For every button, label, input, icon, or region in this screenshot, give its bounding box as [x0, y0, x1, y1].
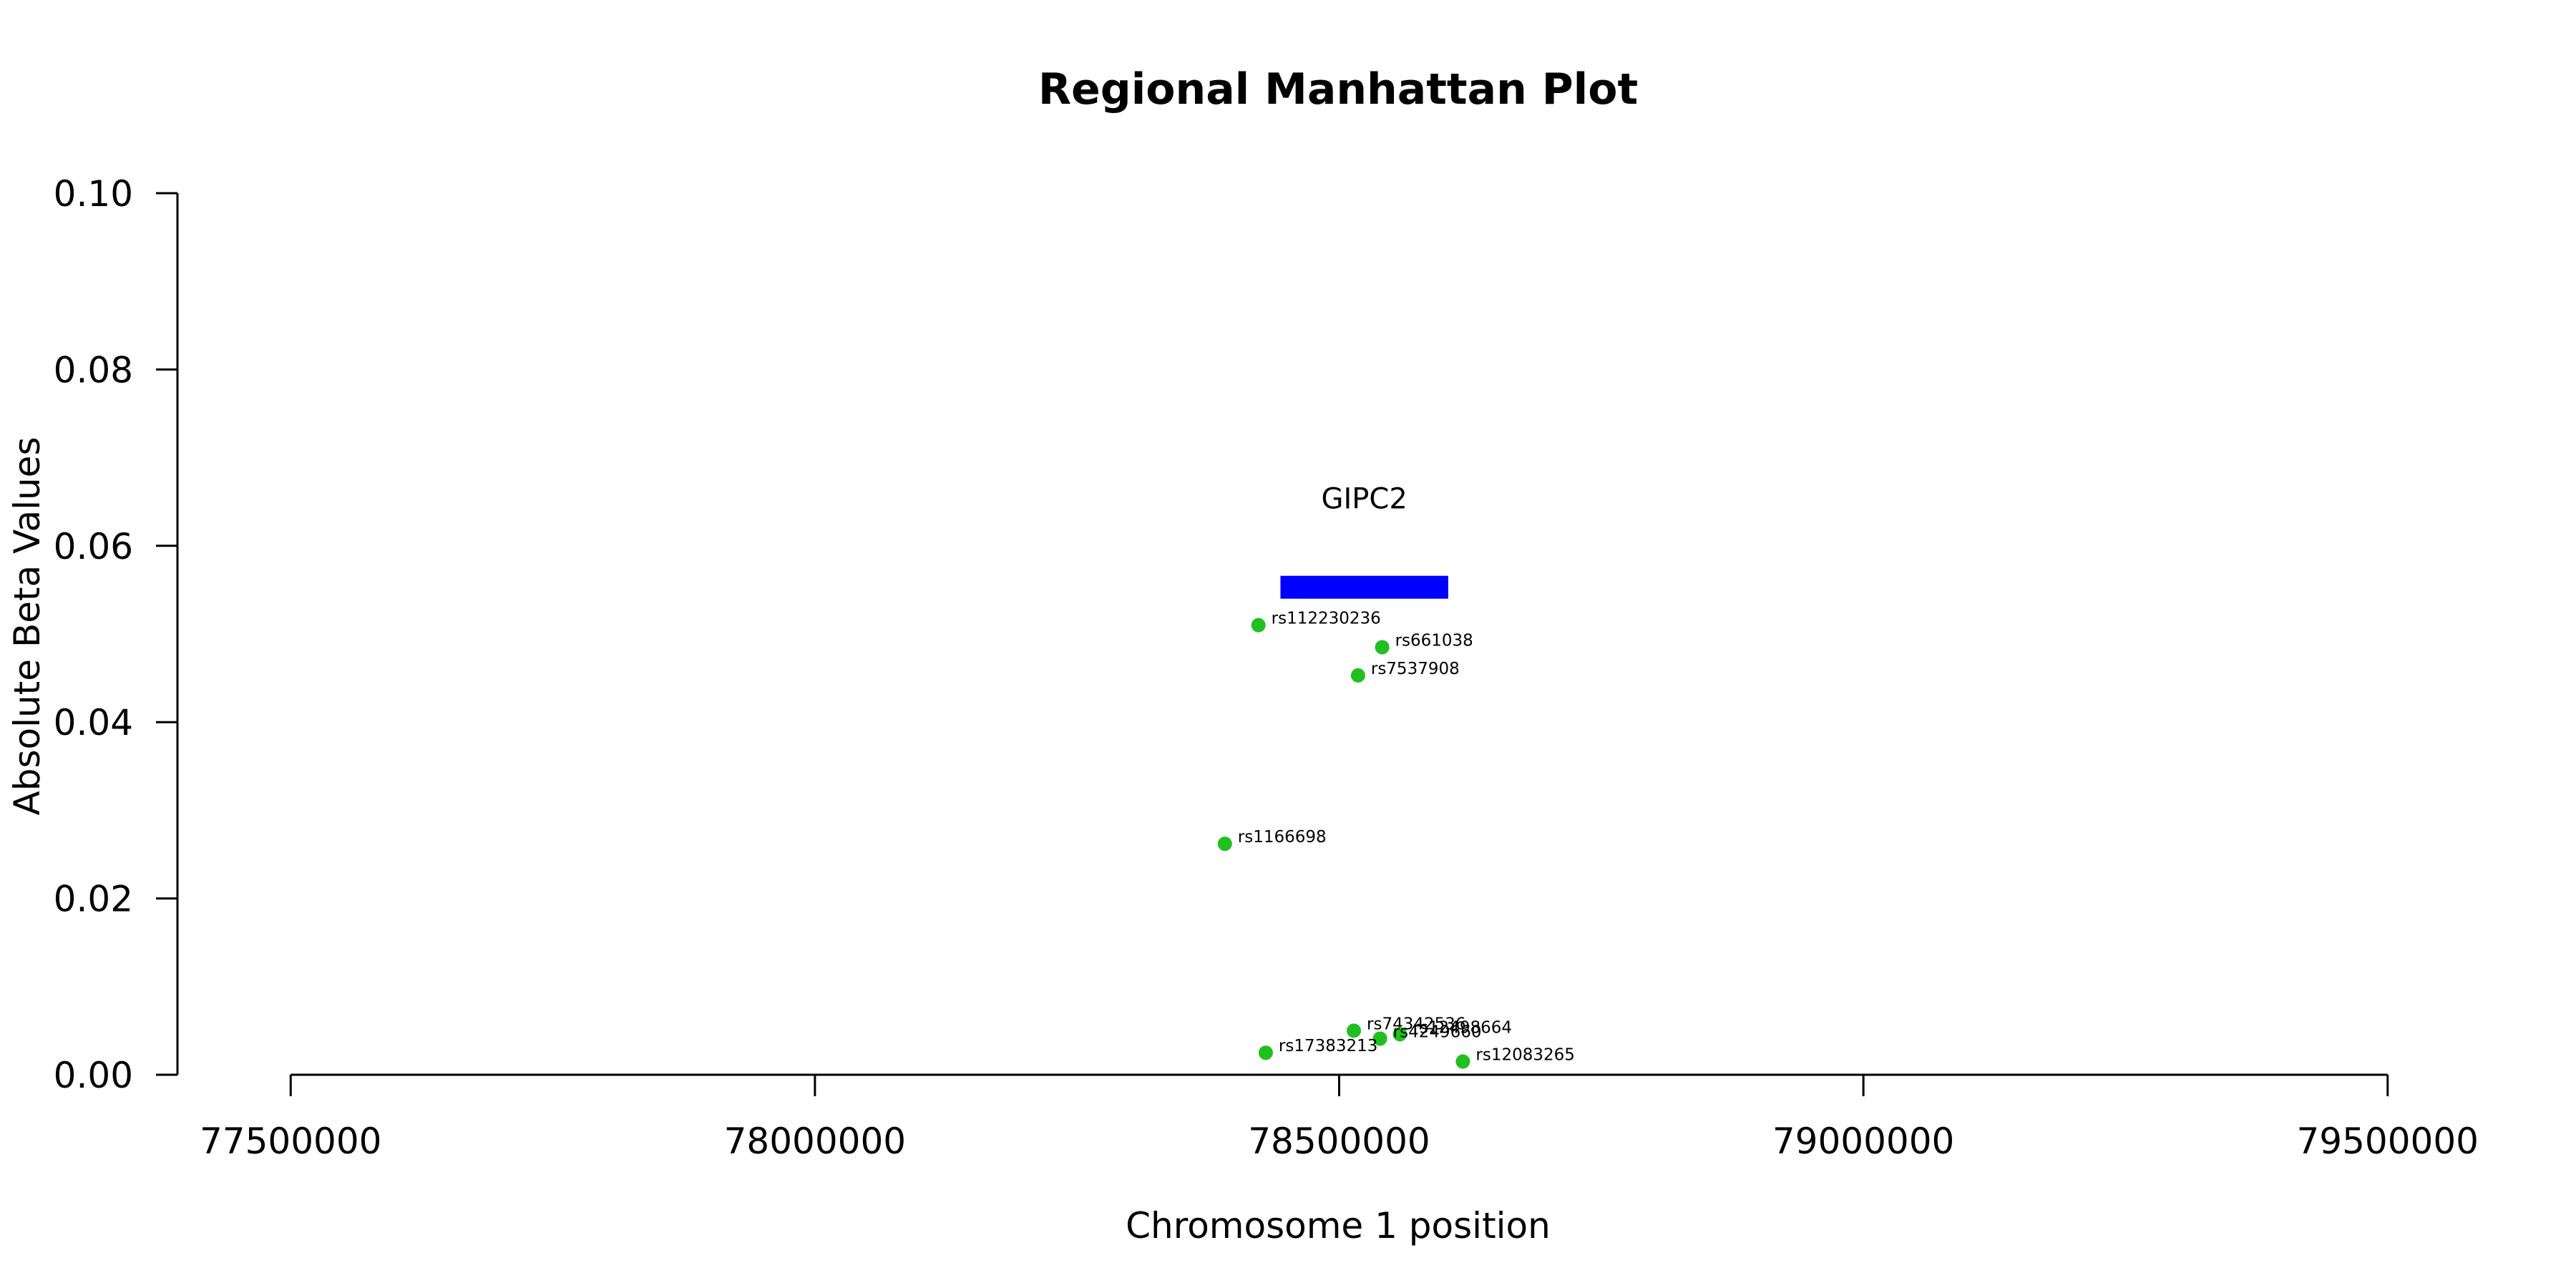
- gene-bar: [1280, 575, 1448, 599]
- snp-label: rs4249660: [1393, 1023, 1482, 1041]
- snp-point: [1251, 618, 1266, 633]
- points-layer: rs112230236 rs661038 rs7537908 rs1166698 rs7…: [1217, 610, 1575, 1069]
- gene-layer: GIPC2: [1280, 483, 1448, 599]
- y-tick-label: 0.06: [54, 526, 133, 567]
- chart-title: Regional Manhattan Plot: [1038, 64, 1638, 114]
- snp-point: [1347, 1023, 1362, 1038]
- x-tick-label: 79000000: [1772, 1121, 1955, 1162]
- y-axis-label: Absolute Beta Values: [6, 437, 48, 816]
- x-tick-label: 78000000: [724, 1121, 907, 1162]
- y-tick-label: 0.02: [54, 879, 133, 920]
- y-tick-label: 0.08: [54, 349, 133, 391]
- snp-point: [1375, 640, 1390, 655]
- snp-point: [1392, 1027, 1407, 1042]
- snp-label: rs661038: [1395, 631, 1473, 650]
- snp-label: rs1166698: [1238, 828, 1327, 847]
- snp-point: [1258, 1045, 1273, 1060]
- gene-label: GIPC2: [1322, 483, 1407, 516]
- snp-label: rs12083265: [1475, 1046, 1575, 1065]
- snp-label: rs7537908: [1371, 660, 1460, 678]
- snp-point: [1217, 836, 1232, 852]
- x-tick-label: 78500000: [1248, 1121, 1430, 1162]
- snp-label: rs12498664: [1413, 1018, 1512, 1037]
- snp-label: rs112230236: [1272, 610, 1381, 628]
- snp-point: [1350, 668, 1365, 683]
- axes: 0.00 0.02 0.04 0.06 0.08 0.10 77500000 78000000…: [54, 173, 2479, 1162]
- x-axis-label: Chromosome 1 position: [1126, 1205, 1551, 1246]
- y-tick-label: 0.00: [54, 1055, 133, 1096]
- snp-point: [1372, 1031, 1387, 1046]
- x-tick-label: 77500000: [200, 1121, 382, 1162]
- snp-label: rs17383213: [1279, 1037, 1378, 1055]
- snp-label: rs74342536: [1367, 1015, 1466, 1033]
- y-tick-label: 0.04: [54, 702, 133, 743]
- x-tick-label: 79500000: [2297, 1121, 2479, 1162]
- snp-point: [1455, 1054, 1470, 1069]
- y-tick-label: 0.10: [54, 173, 133, 215]
